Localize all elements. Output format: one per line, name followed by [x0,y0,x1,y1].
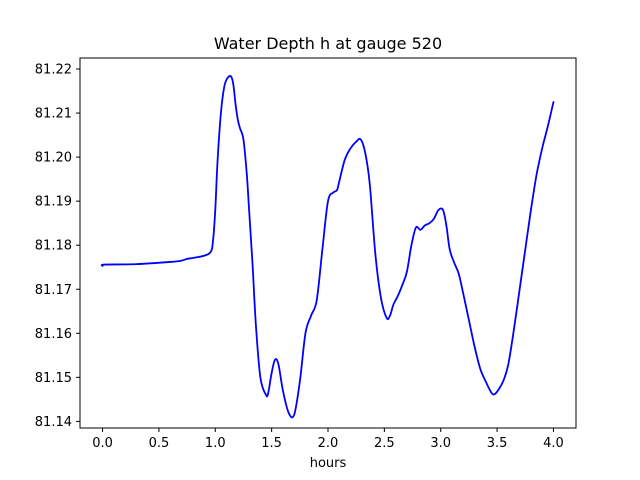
y-tick-label: 81.18 [35,239,72,254]
y-tick-label: 81.22 [35,63,72,78]
y-tick-label: 81.20 [35,151,72,166]
x-tick-label: 3.5 [487,436,508,451]
plot-area-frame [79,57,577,429]
x-tick-label: 1.5 [261,436,282,451]
x-tick-label: 4.0 [543,436,564,451]
x-tick-label: 2.5 [374,436,395,451]
x-tick-label: 3.0 [430,436,451,451]
y-tick-label: 81.21 [35,107,72,122]
y-axis: 81.14 81.15 81.16 81.17 81.18 81.19 81.20 81.21… [35,63,80,430]
y-tick-label: 81.15 [35,371,72,386]
x-axis: 0.0 0.5 1.0 1.5 2.0 2.5 3.0 3.5 4.0 [92,428,564,451]
series-line [100,75,555,419]
x-axis-label: hours [310,456,347,471]
y-tick-label: 81.17 [35,283,72,298]
x-tick-label: 2.0 [318,436,339,451]
y-tick-label: 81.19 [35,195,72,210]
y-tick-label: 81.16 [35,327,72,342]
y-tick-label: 81.14 [35,415,72,430]
x-tick-label: 0.0 [92,436,113,451]
x-tick-label: 1.0 [205,436,226,451]
x-tick-label: 0.5 [149,436,170,451]
chart-title: Water Depth h at gauge 520 [214,34,442,53]
